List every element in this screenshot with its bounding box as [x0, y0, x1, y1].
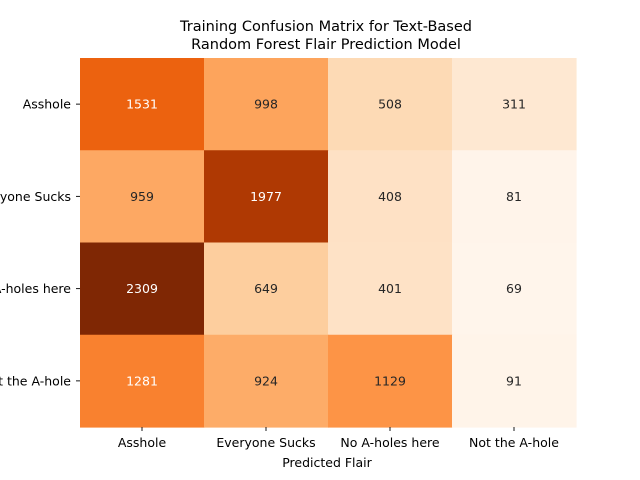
y-tick-label-asshole: Asshole	[23, 97, 72, 112]
x-tick-label-everyone-sucks: Everyone Sucks	[216, 435, 315, 450]
heatmap-cell-r1-c3	[452, 150, 577, 244]
heatmap-cell-r2-c2	[328, 242, 453, 336]
x-tick-label-not-the-a-hole: Not the A-hole	[469, 435, 559, 450]
heatmap-cell-r0-c1	[204, 58, 329, 151]
cell-value-label-r3-c2: 1129	[374, 373, 406, 388]
y-tick-label-not-the-a-hole: Not the A-hole	[0, 373, 71, 388]
heatmap-cell-r0-c3	[452, 58, 577, 151]
x-tick-label-no-a-holes-here: No A-holes here	[340, 435, 439, 450]
heatmap-cell-r2-c0	[80, 242, 205, 336]
heatmap-cells	[80, 58, 577, 428]
heatmap-cell-r1-c1	[204, 150, 329, 244]
heatmap-cell-r3-c0	[80, 334, 205, 428]
cell-value-label-r2-c2: 401	[378, 281, 402, 296]
cell-value-label-r0-c3: 311	[502, 97, 526, 112]
heatmap-cell-r3-c3	[452, 334, 577, 428]
x-axis-label: Predicted Flair	[282, 455, 372, 470]
cell-value-label-r1-c0: 959	[130, 189, 154, 204]
cell-value-label-r0-c2: 508	[378, 97, 402, 112]
y-tick-label-everyone-sucks: Everyone Sucks	[0, 189, 71, 204]
cell-value-label-r0-c1: 998	[254, 97, 278, 112]
cell-value-label-r1-c2: 408	[378, 189, 402, 204]
heatmap-cell-r0-c0	[80, 58, 205, 151]
heatmap-cell-r3-c2	[328, 334, 453, 428]
cell-value-label-r1-c3: 81	[506, 189, 522, 204]
x-axis: Asshole Everyone Sucks No A-holes here Not …	[118, 427, 559, 450]
cell-value-label-r2-c0: 2309	[126, 281, 158, 296]
y-tick-label-no-a-holes-here: No A-holes here	[0, 281, 71, 296]
cell-value-label-r3-c3: 91	[506, 373, 522, 388]
heatmap-cell-r2-c3	[452, 242, 577, 336]
cell-value-label-r2-c3: 69	[506, 281, 522, 296]
cell-value-label-r3-c0: 1281	[126, 373, 158, 388]
cell-value-label-r3-c1: 924	[254, 373, 278, 388]
heatmap-cell-r2-c1	[204, 242, 329, 336]
heatmap-cell-r1-c2	[328, 150, 453, 244]
heatmap-cell-r0-c2	[328, 58, 453, 151]
y-axis: Asshole Everyone Sucks No A-holes here Not …	[0, 97, 80, 388]
chart-title-line-2: Random Forest Flair Prediction Model	[191, 37, 461, 53]
heatmap-cell-labels: 1531 998 508 311 959 1977 408 81 2309 649 401 69 128…	[126, 97, 526, 389]
heatmap-cell-r1-c0	[80, 150, 205, 244]
heatmap-cell-r3-c1	[204, 334, 329, 428]
x-tick-label-asshole: Asshole	[118, 435, 167, 450]
cell-value-label-r1-c1: 1977	[250, 189, 282, 204]
cell-value-label-r0-c0: 1531	[126, 97, 158, 112]
cell-value-label-r2-c1: 649	[254, 281, 278, 296]
chart-title-line-1: Training Confusion Matrix for Text-Based	[179, 19, 472, 35]
